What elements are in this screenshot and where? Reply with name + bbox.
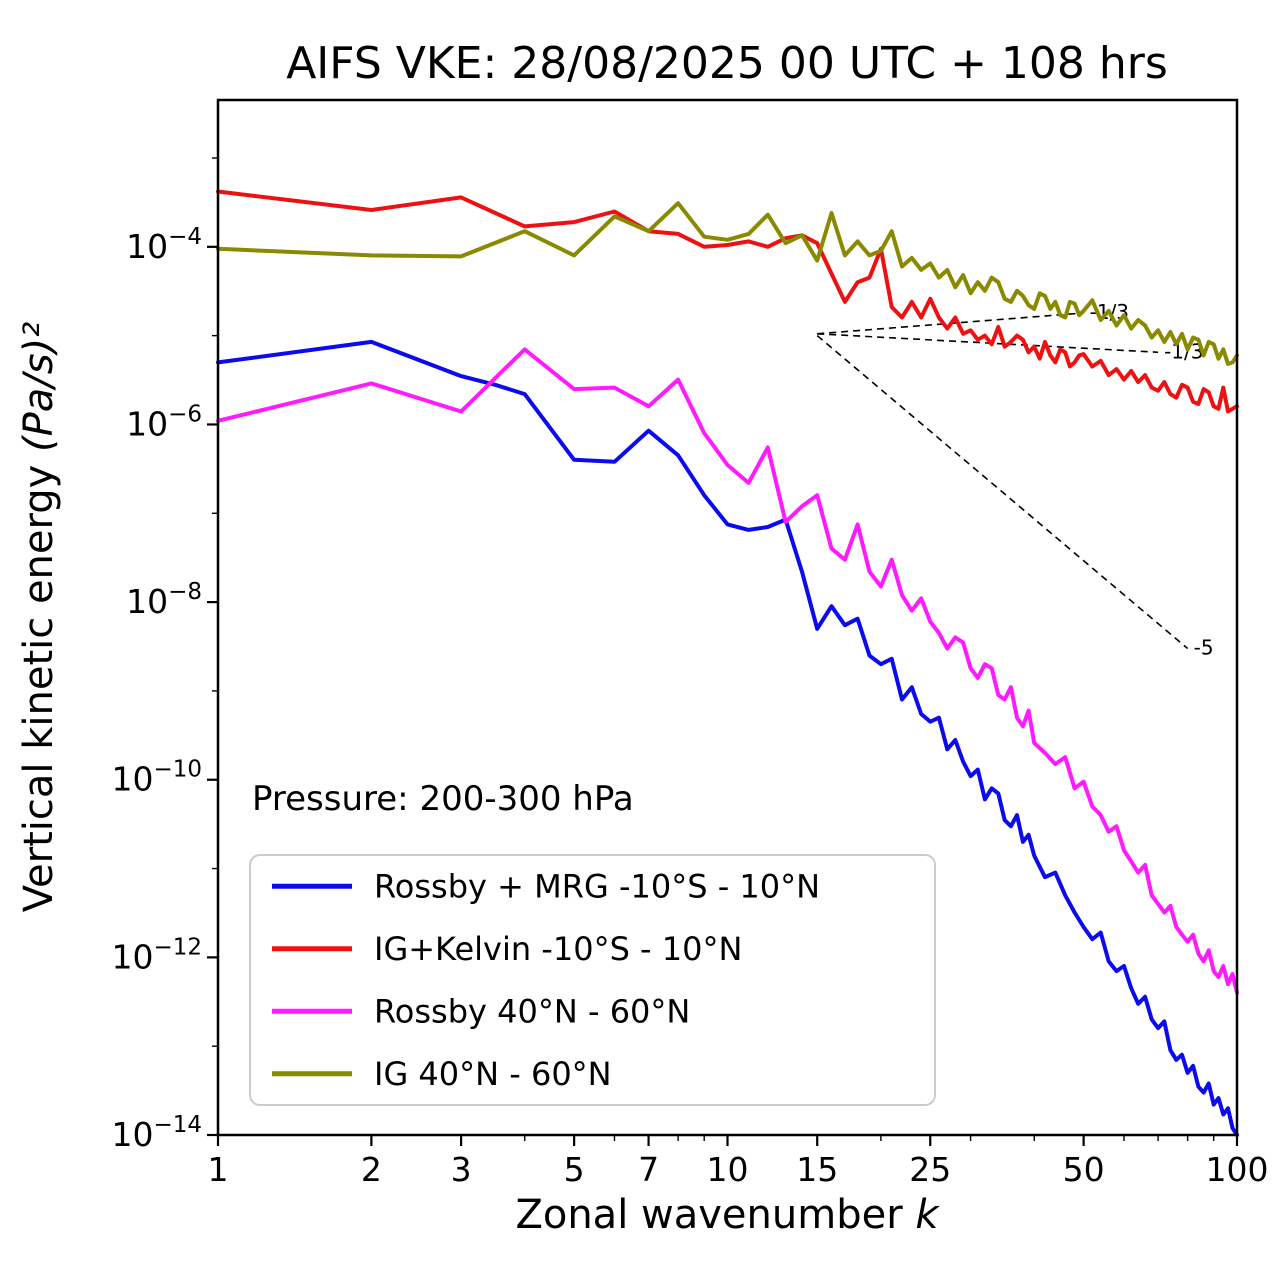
- y-tick-label: 10−6: [126, 401, 202, 443]
- legend-label-1: IG+Kelvin -10°S - 10°N: [374, 930, 742, 968]
- legend-entry-0: Rossby + MRG -10°S - 10°N: [272, 867, 820, 905]
- x-tick-label: 5: [564, 1150, 585, 1189]
- x-tick-label: 1: [208, 1150, 229, 1189]
- legend-entry-2: Rossby 40°N - 60°N: [272, 992, 690, 1030]
- y-tick-label: 10−12: [111, 934, 202, 976]
- legend-entry-1: IG+Kelvin -10°S - 10°N: [272, 930, 742, 968]
- y-axis-label: Vertical kinetic energy (Pa/s)²: [16, 322, 62, 912]
- x-tick-label: 25: [909, 1150, 951, 1189]
- series-line-0: [216, 339, 1239, 1137]
- legend-label-3: IG 40°N - 60°N: [374, 1055, 612, 1093]
- series-lines: [216, 189, 1239, 1137]
- series-line-3: [216, 201, 1239, 366]
- x-tick-label: 3: [451, 1150, 472, 1189]
- legend-label-2: Rossby 40°N - 60°N: [374, 992, 690, 1030]
- series-line-1: [216, 189, 1239, 414]
- chart-title: AIFS VKE: 28/08/2025 00 UTC + 108 hrs: [286, 38, 1168, 89]
- x-tick-label: 2: [361, 1150, 382, 1189]
- reference-line-1: [817, 332, 1159, 354]
- x-axis-label: Zonal wavenumber k: [515, 1192, 940, 1238]
- y-tick-label: 10−4: [126, 224, 202, 266]
- reference-line-label-2: -5: [1194, 636, 1214, 660]
- legend-entry-3: IG 40°N - 60°N: [272, 1055, 612, 1093]
- x-axis-ticks: 1 2 3 5 7 10 15 25 50 100: [208, 1135, 1269, 1189]
- y-axis-ticks: 10−14 10−12 10−10 10−8 10−6 10−4: [111, 157, 218, 1154]
- reference-line-2: [816, 335, 1189, 650]
- reference-lines: -1/3-1/3-5: [816, 300, 1214, 660]
- legend-label-0: Rossby + MRG -10°S - 10°N: [374, 867, 820, 905]
- y-tick-label: 10−14: [111, 1112, 202, 1154]
- series-line-2: [216, 347, 1239, 995]
- y-tick-label: 10−8: [126, 579, 202, 621]
- y-tick-label: 10−10: [111, 757, 202, 799]
- x-tick-label: 15: [796, 1150, 838, 1189]
- x-tick-label: 50: [1063, 1150, 1105, 1189]
- x-tick-label: 10: [707, 1150, 749, 1189]
- legend-box: [249, 854, 936, 1106]
- x-tick-label: 7: [638, 1150, 659, 1189]
- legend: Rossby + MRG -10°S - 10°N IG+Kelvin -10°S…: [249, 854, 936, 1106]
- pressure-annotation: Pressure: 200-300 hPa: [252, 779, 634, 819]
- x-tick-label: 100: [1206, 1150, 1269, 1189]
